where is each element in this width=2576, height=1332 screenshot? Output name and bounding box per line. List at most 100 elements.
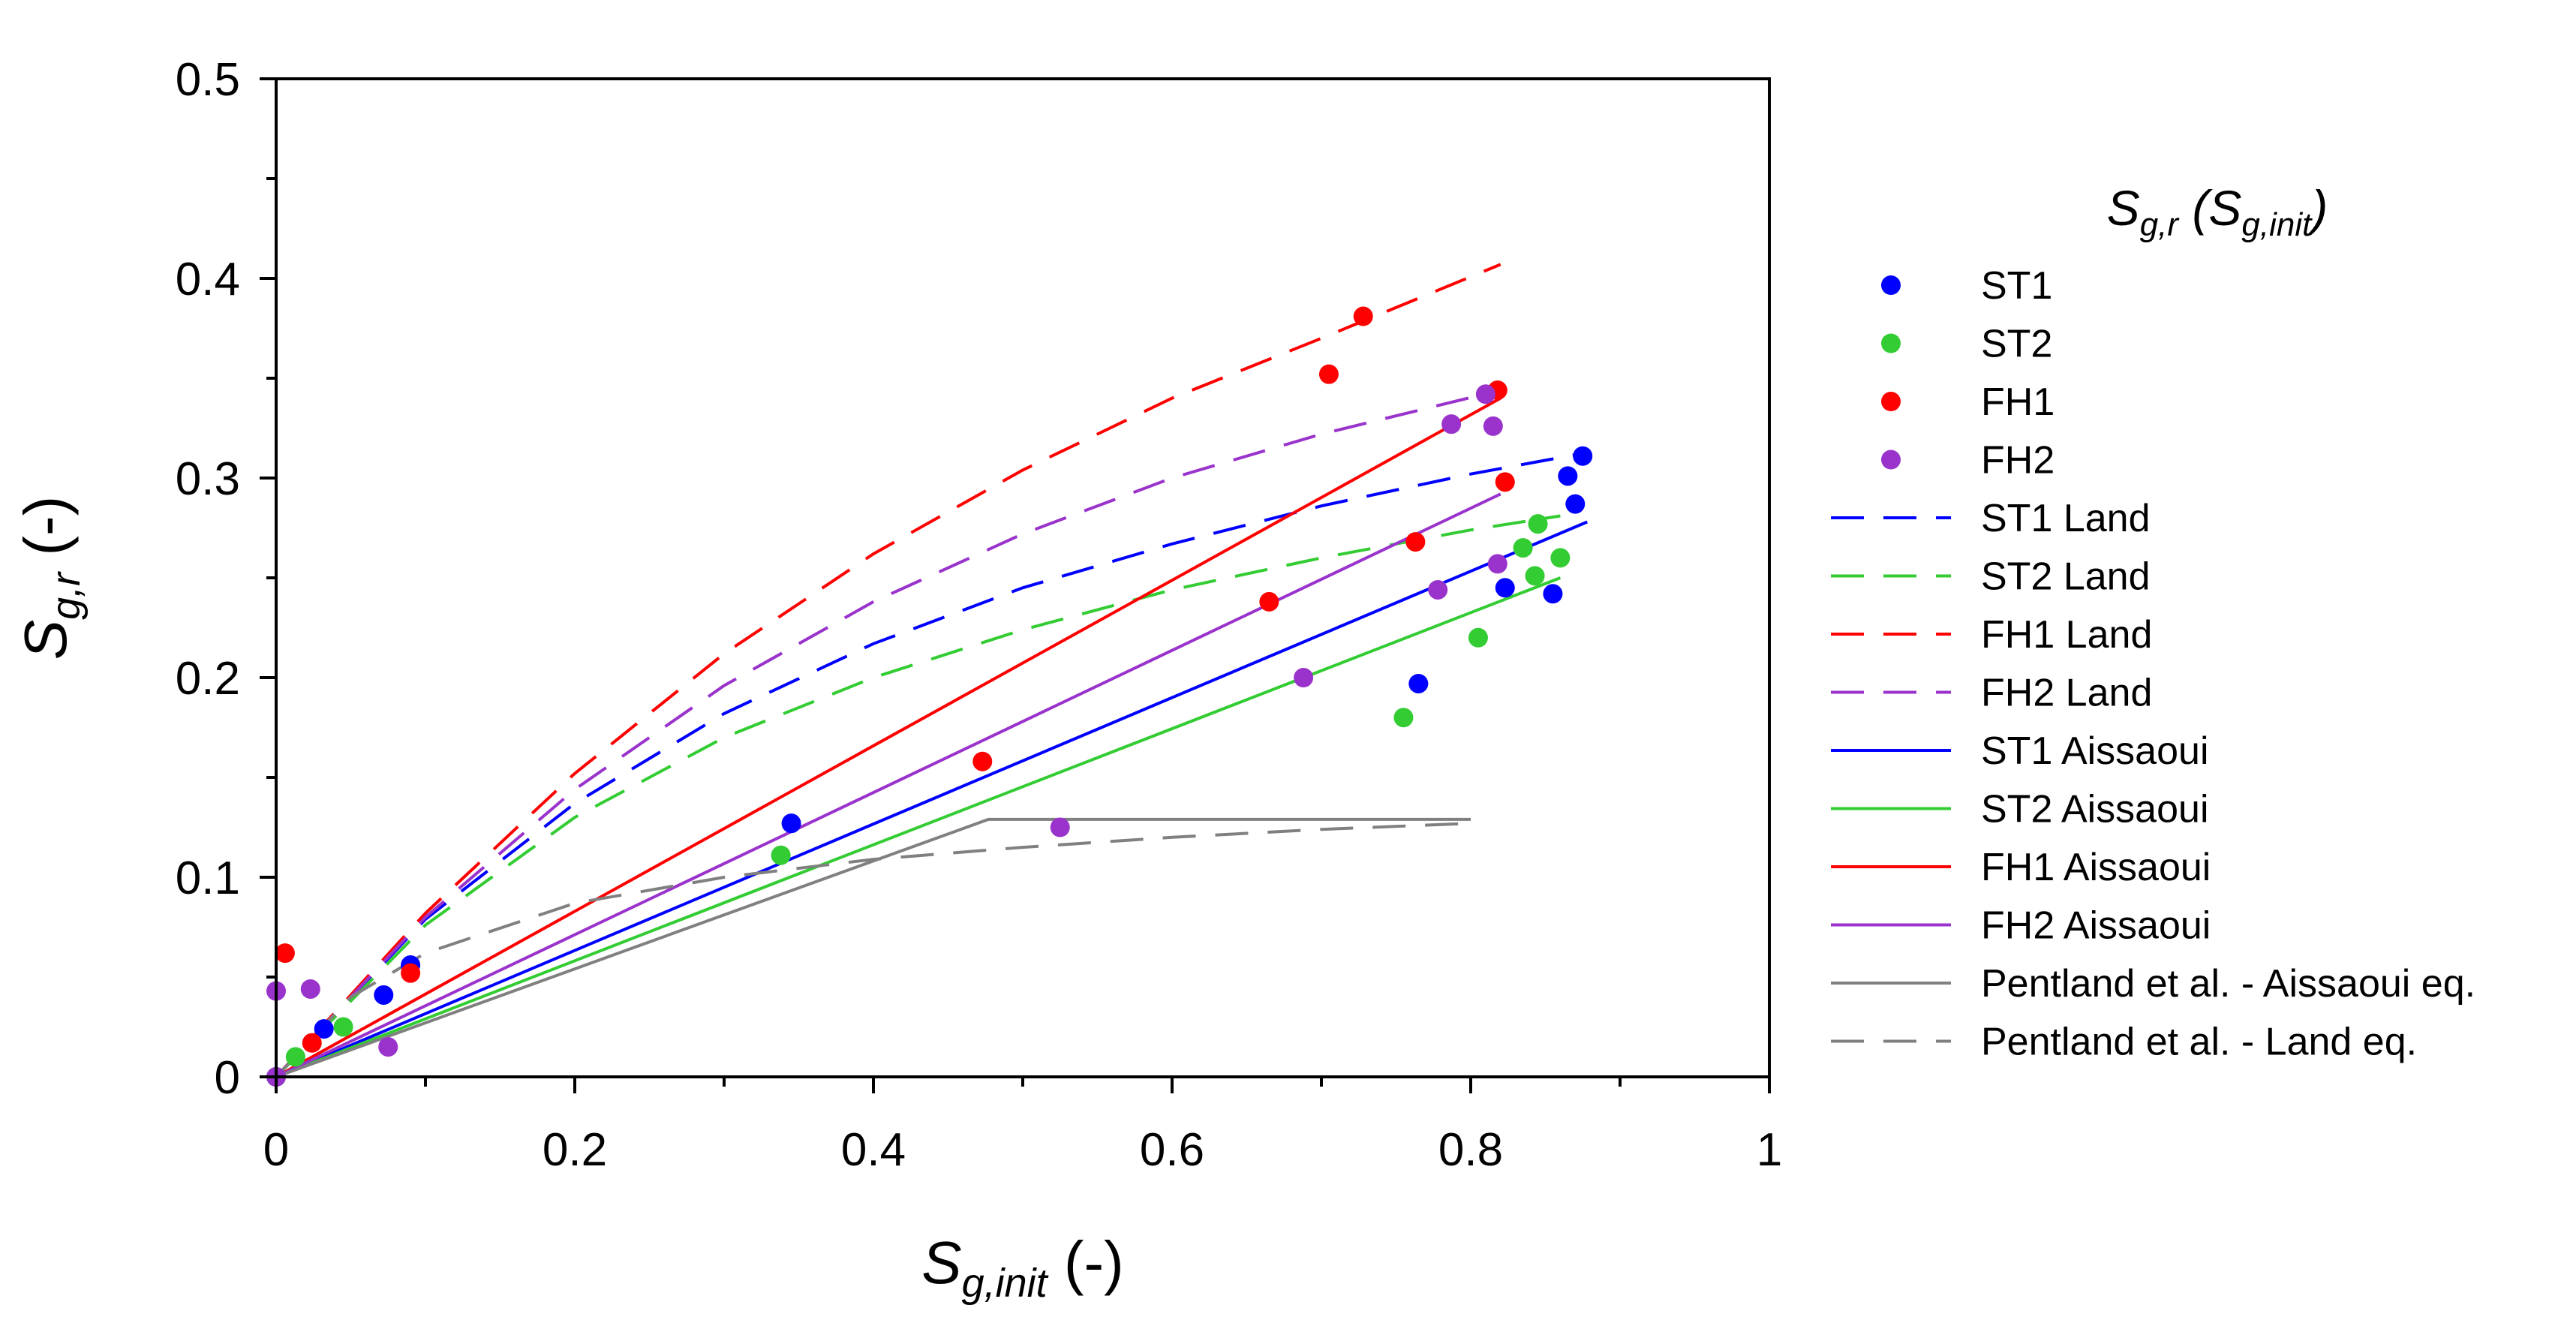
- series-fh1: [275, 306, 1515, 1053]
- legend-marker: [1881, 333, 1901, 353]
- data-point-st1: [781, 813, 801, 834]
- legend-label: Pentland et al. - Aissaoui eq.: [1981, 962, 2475, 1006]
- x-tick-label: 0.2: [543, 1124, 607, 1176]
- legend-title-b: (S: [2178, 180, 2241, 236]
- data-point-st1: [1573, 446, 1593, 466]
- data-point-st1: [1558, 466, 1578, 486]
- data-point-st1: [1565, 494, 1586, 514]
- legend-label: ST2 Aissaoui: [1981, 788, 2209, 831]
- data-point-st1: [1495, 578, 1515, 598]
- legend-entry-fh2-land: FH2 Land: [1831, 672, 2152, 715]
- data-point-st2: [1513, 538, 1533, 558]
- y-tick-label: 0.5: [176, 54, 240, 106]
- legend-label: ST2: [1981, 323, 2052, 366]
- data-point-fh2: [1428, 579, 1448, 600]
- legend-entry-fh2: FH2: [1881, 439, 2054, 483]
- legend-entry-st2-land: ST2 Land: [1831, 555, 2151, 599]
- series-line-pentland-et-al-aissaoui-eq: [275, 817, 1471, 1078]
- x-tick-label: 0: [263, 1124, 289, 1176]
- legend-entry-pentland-et-al-aissaoui-eq: Pentland et al. - Aissaoui eq.: [1831, 962, 2475, 1006]
- data-point-fh1: [1353, 306, 1373, 326]
- x-axis-title-sub: g,init: [962, 1261, 1049, 1306]
- x-axis-title: Sg,init (-): [921, 1229, 1124, 1306]
- x-tick-label: 0.4: [841, 1124, 906, 1176]
- data-point-st2: [1528, 514, 1548, 534]
- legend: Sg,r (Sg,init) ST1 ST2 FH1 FH2 ST1 Land ST2 L…: [1831, 180, 2475, 1064]
- series-line-pentland-et-al-land-eq: [275, 822, 1471, 1078]
- legend-label: ST1 Aissaoui: [1981, 729, 2209, 773]
- data-point-st1: [1408, 673, 1429, 693]
- x-tick-label: 0.8: [1438, 1124, 1503, 1176]
- data-point-fh1: [1495, 472, 1515, 492]
- data-point-fh2: [1475, 384, 1495, 404]
- data-point-fh1: [275, 943, 295, 964]
- data-point-fh1: [1405, 532, 1426, 552]
- y-axis-title-sub: g,r: [44, 571, 89, 620]
- legend-label: FH2: [1981, 439, 2054, 483]
- data-point-st1: [314, 1019, 334, 1039]
- plot-area: [266, 263, 1593, 1087]
- legend-entry-fh1-land: FH1 Land: [1831, 613, 2152, 657]
- data-point-fh2: [300, 979, 320, 999]
- data-point-fh2: [1487, 554, 1507, 574]
- data-point-fh2: [378, 1037, 398, 1057]
- legend-label: FH1 Aissaoui: [1981, 846, 2211, 889]
- y-axis-title-main: S: [12, 620, 79, 660]
- legend-title: Sg,r (Sg,init): [2107, 180, 2328, 243]
- series-line-fh1-aissaoui: [275, 396, 1501, 1078]
- series-line-st2-land: [275, 514, 1561, 1078]
- x-axis-title-main: S: [921, 1229, 961, 1296]
- legend-marker: [1881, 450, 1901, 470]
- data-point-st1: [1543, 584, 1563, 604]
- data-point-fh1: [302, 1033, 322, 1053]
- data-point-st1: [374, 985, 394, 1005]
- legend-label: FH1 Land: [1981, 613, 2152, 657]
- series-line-st2-aissaoui: [275, 576, 1562, 1078]
- legend-entry-st1: ST1: [1881, 264, 2052, 308]
- legend-entry-st2: ST2: [1881, 323, 2052, 366]
- y-tick-label: 0.2: [176, 653, 240, 705]
- series-fh2: [266, 384, 1507, 1087]
- legend-entry-fh1-aissaoui: FH1 Aissaoui: [1831, 846, 2211, 889]
- series-st2: [266, 514, 1571, 1087]
- x-tick-label: 0.6: [1140, 1124, 1204, 1176]
- data-point-fh1: [1259, 591, 1279, 612]
- legend-entries: ST1 ST2 FH1 FH2 ST1 Land ST2 Land FH1 Land FH2 …: [1831, 264, 2475, 1064]
- legend-label: ST1 Land: [1981, 497, 2151, 540]
- legend-entry-fh2-aissaoui: FH2 Aissaoui: [1831, 904, 2211, 948]
- legend-label: Pentland et al. - Land eq.: [1981, 1021, 2417, 1064]
- data-point-st2: [1393, 708, 1414, 728]
- legend-label: ST1: [1981, 264, 2052, 308]
- series-line-fh1-land: [275, 263, 1501, 1078]
- x-tick-label: 1: [1757, 1124, 1782, 1176]
- legend-title-a: S: [2107, 180, 2140, 236]
- legend-label: FH1: [1981, 380, 2054, 424]
- legend-entry-st2-aissaoui: ST2 Aissaoui: [1831, 788, 2209, 831]
- legend-marker: [1881, 392, 1901, 411]
- data-point-fh2: [1294, 668, 1314, 687]
- axes: 0 0.2 0.4 0.6 0.8 1 0 0.1 0.2 0.3 0.4 0.5: [176, 54, 1782, 1176]
- legend-title-b-sub: g,init: [2241, 206, 2313, 243]
- legend-entry-st1-land: ST1 Land: [1831, 497, 2151, 540]
- data-point-st2: [1525, 566, 1545, 586]
- legend-title-a-sub: g,r: [2140, 206, 2181, 243]
- data-point-st2: [1550, 548, 1571, 568]
- y-axis-title-suffix: (-): [12, 496, 79, 573]
- legend-label: ST2 Land: [1981, 555, 2151, 599]
- data-point-fh1: [401, 963, 421, 983]
- data-point-fh2: [1441, 414, 1462, 434]
- legend-label: FH2 Land: [1981, 672, 2152, 715]
- series-st1: [266, 446, 1593, 1087]
- series-line-fh2-land: [275, 389, 1501, 1078]
- legend-entry-pentland-et-al-land-eq: Pentland et al. - Land eq.: [1831, 1021, 2417, 1064]
- y-axis-title: Sg,r (-): [12, 496, 89, 660]
- series-line-fh2-aissaoui: [275, 492, 1501, 1078]
- x-axis-title-suffix: (-): [1048, 1229, 1124, 1296]
- series-line-st1-aissaoui: [275, 520, 1588, 1078]
- series-line-st1-land: [275, 450, 1591, 1078]
- y-tick-label: 0: [215, 1052, 240, 1104]
- data-point-st2: [771, 845, 791, 865]
- data-point-fh2: [1483, 416, 1503, 436]
- data-point-st2: [1468, 627, 1488, 648]
